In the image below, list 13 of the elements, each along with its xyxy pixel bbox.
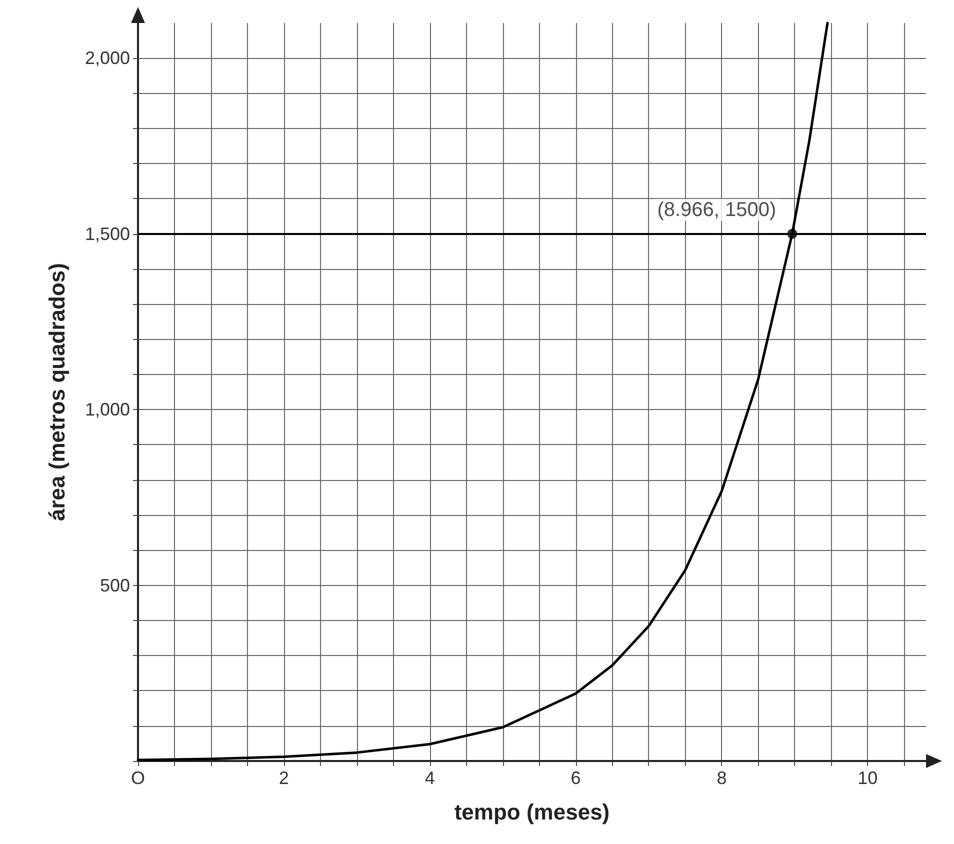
y-tick-label: 500: [100, 575, 130, 596]
y-tick-label: 1,500: [84, 224, 130, 244]
annotation: (8.966, 1500): [657, 198, 776, 221]
x-axis-title: tempo (meses): [454, 800, 610, 824]
x-tick-label: 4: [424, 768, 435, 788]
x-tick-label: O: [130, 768, 146, 788]
x-tick-label: 8: [716, 768, 727, 788]
y-axis-title: área (metros quadrados): [44, 263, 70, 521]
x-tick-label: 6: [570, 768, 581, 788]
y-tick-label: 2,000: [84, 48, 130, 68]
y-tick-label: 1,000: [84, 400, 130, 420]
x-tick-label: 2: [278, 768, 289, 788]
x-tick-label: 10: [858, 768, 878, 788]
